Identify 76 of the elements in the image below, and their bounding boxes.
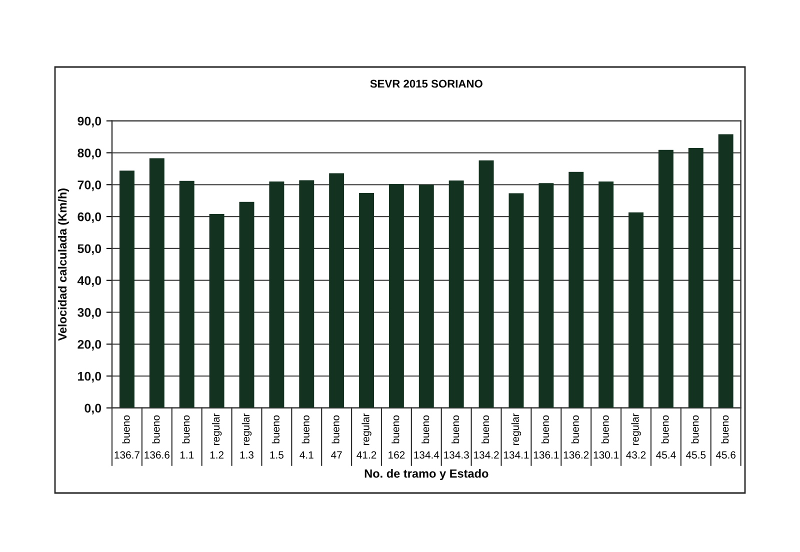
x-tick-label: 1.1 [180, 451, 194, 459]
text: regular [631, 413, 641, 445]
bar [568, 172, 584, 408]
x-tick-label: 130.1 [594, 451, 619, 459]
bar [388, 184, 404, 408]
y-tick-label: 0,0 [84, 404, 102, 414]
bar [508, 193, 524, 408]
x-tick-label: 134.3 [444, 451, 469, 459]
x-tick-label: 1.5 [270, 451, 284, 459]
text: regular [242, 413, 252, 445]
text: regular [362, 413, 372, 445]
y-axis-title: Velocidad calculada (Km/h) [58, 188, 69, 341]
bar [598, 181, 614, 408]
text: bueno [422, 415, 430, 444]
text: regular [511, 413, 522, 445]
bar [718, 134, 734, 408]
text: bueno [481, 415, 490, 444]
text: bueno [332, 415, 340, 444]
text: bueno [601, 415, 609, 444]
bar [478, 160, 494, 408]
text: bueno [272, 415, 280, 444]
x-tick-label: 45.4 [656, 451, 676, 459]
text: bueno [571, 415, 579, 444]
bar [359, 192, 374, 408]
text: bueno [541, 415, 549, 444]
x-tick-label: 136.6 [144, 451, 170, 459]
x-tick-label: 134.4 [414, 451, 440, 459]
bar [179, 180, 194, 408]
text: bueno [302, 415, 310, 444]
y-tick-label: 20,0 [78, 340, 102, 351]
y-tick-label: 60,0 [78, 212, 102, 224]
chart-title: SEVR 2015 SORIANO [370, 80, 482, 88]
y-tick-label: 10,0 [78, 372, 102, 382]
y-tick-label: 90,0 [78, 116, 102, 128]
y-tick-label: 80,0 [78, 148, 102, 160]
bar [448, 180, 464, 408]
text: bueno [720, 415, 729, 444]
x-tick-label: 134.1 [504, 451, 529, 459]
x-tick-label: 1.2 [210, 451, 224, 459]
bar [628, 212, 644, 408]
y-tick-label: 40,0 [77, 276, 102, 287]
bar [538, 183, 554, 408]
text: bueno [691, 415, 699, 444]
x-tick-label: 136.7 [114, 451, 140, 459]
text: bueno [152, 415, 160, 444]
bar [149, 158, 164, 408]
x-tick-label: 45.6 [716, 451, 736, 459]
y-tick-label: 70,0 [78, 180, 102, 192]
x-tick-label: 134.2 [474, 451, 499, 459]
x-axis-title: No. de tramo y Estado [364, 469, 488, 480]
bar [299, 180, 314, 408]
x-tick-label: 43.2 [626, 451, 646, 459]
bar [658, 150, 674, 408]
bar [209, 214, 224, 408]
text: bueno [451, 415, 460, 444]
text: regular [212, 413, 222, 445]
y-tick-label: 50,0 [78, 244, 102, 255]
text: bueno [182, 415, 190, 444]
text: bueno [661, 415, 669, 444]
x-tick-label: 136.1 [534, 451, 559, 459]
x-tick-label: 47 [331, 451, 342, 459]
bar [239, 202, 254, 408]
bar [418, 184, 434, 408]
x-tick-label: 162 [388, 451, 405, 459]
bar [329, 173, 344, 408]
bar [688, 148, 704, 408]
text: bueno [122, 415, 130, 444]
y-tick-label: 30,0 [78, 308, 102, 319]
x-tick-label: 1.3 [240, 451, 254, 459]
bar [269, 181, 284, 408]
x-tick-label: 4.1 [300, 451, 314, 459]
x-tick-label: 41.2 [356, 451, 376, 459]
x-tick-label: 136.2 [564, 451, 589, 459]
bar [119, 170, 134, 408]
text: bueno [392, 415, 400, 444]
x-tick-label: 45.5 [686, 451, 706, 459]
